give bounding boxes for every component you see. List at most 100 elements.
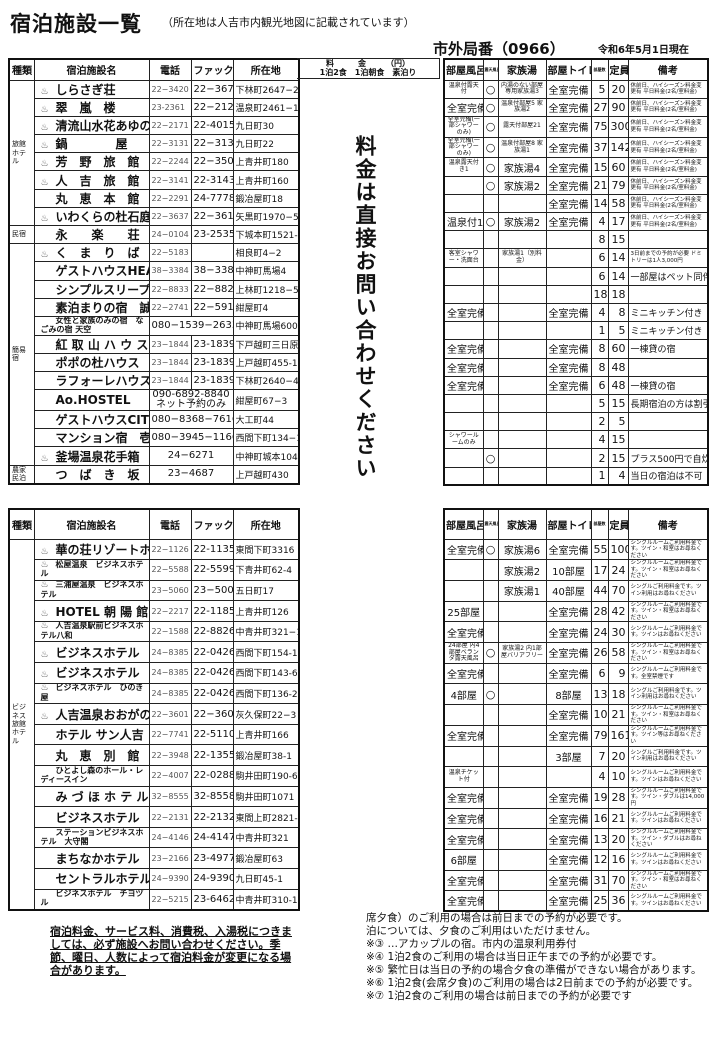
facility-name-text: ゲストハウスCITY: [55, 413, 149, 428]
tel: 22−5588: [148, 559, 192, 581]
family-bath: 内湯のない部屋専用家族湯3: [497, 79, 547, 99]
family-bath: [497, 230, 547, 250]
capacity: 42: [607, 600, 629, 623]
type-cell: 簡易宿: [8, 243, 35, 466]
table-row: 家族湯2 10部屋 17 24 シングルルームご利用料金です。ツイン・和室はお尋ねくださ…: [443, 559, 709, 582]
fax: 23-1839: [190, 352, 234, 372]
facility-name-text: セントラルホテル: [55, 872, 149, 887]
capacity: 20: [607, 828, 629, 850]
facility-name-text: ラフォーレハウス: [55, 374, 149, 388]
facility-name: 丸 恵 別 館: [33, 744, 150, 767]
tel: 22−3420: [148, 79, 192, 99]
family-bath: 家族湯1（別料金）: [497, 248, 547, 268]
header-room-toilet: 部屋トイレ: [545, 58, 592, 81]
family-bath: 家族湯4: [497, 157, 547, 177]
room-bath: [443, 745, 484, 768]
family-bath: [497, 302, 547, 323]
room-count: 44: [590, 580, 609, 602]
tel: 24−8385: [148, 662, 192, 684]
header-row: 種類宿泊施設名電話ファックス所在地: [8, 508, 300, 540]
remarks: [627, 412, 709, 432]
room-toilet: 全室完備: [545, 115, 592, 138]
address: 矢黒町1970−5: [232, 206, 300, 227]
footnote: ※⑥ 1泊2食(会席夕食)のご利用の場合は2日前までの予約が必要です。: [366, 977, 699, 989]
hot-spring-icon: ♨: [40, 546, 49, 557]
facility-name: ♨ 翠 嵐 楼: [33, 97, 150, 117]
room-count: 31: [590, 869, 609, 892]
facility-name: つ ば き 坂: [33, 464, 150, 485]
capacity: 58: [607, 642, 629, 664]
facility-name-text: 女性と家族のみの宿 なごみの宿 天空: [40, 316, 144, 334]
table-row: ♨ 人 吉 旅 館 22−3141 22-3143 上青井町160: [9, 170, 300, 190]
footnote: 泊については、夕食のご利用はいただけません。: [366, 925, 597, 937]
open-air-bath-mark: [482, 412, 499, 432]
open-air-bath-mark: [482, 745, 499, 768]
room-bath: 全室完備: [443, 357, 484, 377]
header-row: 種類宿泊施設名電話ファックス所在地: [8, 58, 300, 81]
family-bath: 温泉付部屋8 家族湯1: [497, 136, 547, 159]
address: 紺屋町67−3: [232, 389, 300, 412]
facility-name-text: ビジネスホテル ひのき屋: [40, 683, 144, 702]
room-bath: 全室完備: [443, 375, 484, 395]
room-bath: 温泉付露天付: [443, 79, 484, 99]
table-row: 全室完備 全室完備 4 8 ミニキッチン付き: [443, 302, 709, 323]
facility-name: ♨ 華の荘リゾートホテル: [33, 538, 150, 561]
facility-name: 紅 取 山 ハ ウ ス: [33, 334, 150, 354]
room-bath: [443, 321, 484, 341]
hot-spring-icon: ♨: [40, 177, 49, 188]
table-row: ○ 215プラス500円で自炊可: [443, 448, 709, 468]
open-air-bath-mark: ○: [482, 115, 499, 138]
facility-name-text: ポポの杜ハウス: [55, 355, 140, 370]
room-toilet: 全室完備: [545, 704, 592, 726]
facility-name: ゲストハウスCITY: [33, 410, 150, 430]
remarks: シングルご利用料金です。ツイン利用はお尋ねください: [627, 580, 709, 602]
hot-spring-icon: ♨: [40, 104, 49, 115]
family-bath: [497, 786, 547, 809]
open-air-bath-mark: [482, 580, 499, 602]
open-air-bath-mark: ○: [482, 157, 499, 177]
family-bath: [497, 869, 547, 892]
room-bath: 全室完備: [443, 339, 484, 359]
room-count: 16: [590, 807, 609, 830]
room-count: 14: [590, 193, 609, 214]
hot-spring-icon: ♨: [40, 453, 49, 464]
remarks: [627, 230, 709, 250]
address: 相良町4−2: [232, 243, 300, 263]
open-air-bath-mark: [482, 828, 499, 850]
address: 西間下町136-2: [232, 682, 300, 705]
fax: 23-6462: [190, 888, 234, 911]
fax: 22-0426: [190, 662, 234, 684]
room-bath: [443, 466, 484, 486]
open-air-bath-mark: [482, 248, 499, 268]
facility-name-text: ビジネスホテル 人吉: [55, 810, 149, 825]
header-family-bath: 家族湯: [497, 58, 547, 81]
open-air-bath-mark: [482, 430, 499, 450]
header-tel: 電話: [148, 508, 192, 540]
room-count: 18: [590, 284, 609, 304]
open-air-bath-mark: [482, 662, 499, 685]
table-row: 客室シャワー・洗面台 家族湯1（別料金） 6 14 3日前までの予約が必要 ドミトリーは…: [443, 248, 709, 268]
fax: 22-5110: [190, 723, 234, 746]
table-row: 全室完備 10 21 シングルルームご利用料金です。ツイン・和室はお尋ねください: [443, 704, 709, 726]
family-bath: 温泉付部屋5 家族湯2: [497, 97, 547, 117]
tel: 23-2361: [148, 97, 192, 117]
remarks: 休前日、ハイシーズン料金変更有 平日料金(2名/室料金): [627, 175, 709, 195]
facility-name: ゲストハウスHEART: [33, 261, 150, 281]
room-count: 8: [590, 357, 609, 377]
remarks: [627, 284, 709, 304]
family-bath: [497, 339, 547, 359]
table-row: ♨ 松屋温泉 ビジネスホテル 22−5588 22-5599 下青井町62-4: [9, 559, 300, 581]
tel: 22−2217: [148, 600, 192, 622]
hot-spring-icon: ♨: [40, 670, 49, 681]
remarks: 一棟貸の宿: [627, 339, 709, 359]
address: 九日町22: [232, 134, 300, 154]
fax: 22−2128: [190, 97, 234, 117]
address: 上青井町180: [232, 152, 300, 172]
facility-name-text: ビジネスホテル チヨヅル: [40, 889, 144, 908]
tel: 23−5060: [148, 579, 192, 602]
facility-name-text: シンプルスリープ: [55, 282, 149, 297]
room-bath: 4部屋: [443, 683, 484, 705]
